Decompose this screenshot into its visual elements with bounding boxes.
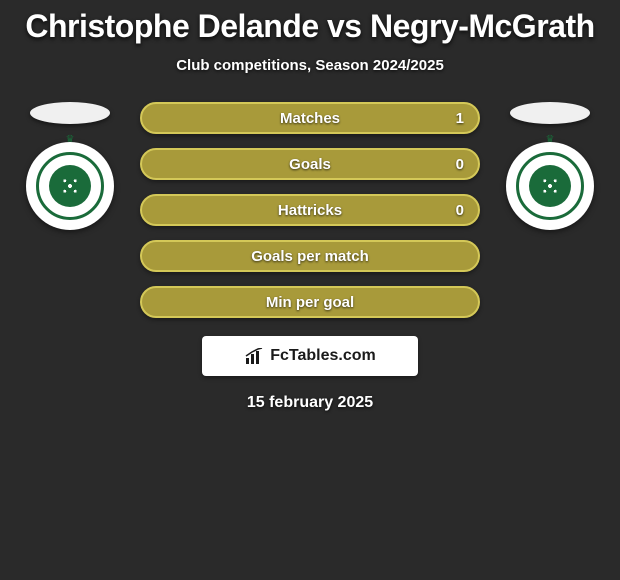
- page-title: Christophe Delande vs Negry-McGrath: [0, 8, 620, 45]
- crown-icon: ♛: [546, 134, 555, 145]
- crown-icon: ♛: [66, 134, 75, 145]
- left-player-col: ♛: [20, 102, 120, 230]
- stat-label: Min per goal: [266, 294, 354, 311]
- brand-text: FcTables.com: [270, 347, 376, 365]
- stat-bar-goals: Goals 0: [140, 148, 480, 180]
- comparison-card: Christophe Delande vs Negry-McGrath Club…: [0, 0, 620, 412]
- club-core-icon: [49, 165, 91, 207]
- stat-bar-hattricks: Hattricks 0: [140, 194, 480, 226]
- right-club-badge: ♛: [506, 142, 594, 230]
- page-subtitle: Club competitions, Season 2024/2025: [0, 57, 620, 74]
- chart-icon: [244, 348, 264, 364]
- stat-label: Hattricks: [278, 202, 342, 219]
- stat-value: 1: [456, 110, 464, 127]
- stat-label: Goals per match: [251, 248, 369, 265]
- left-value-pill: [30, 102, 110, 124]
- stat-label: Goals: [289, 156, 331, 173]
- stat-bar-min-per-goal: Min per goal: [140, 286, 480, 318]
- club-ring: [516, 152, 584, 220]
- stat-value: 0: [456, 202, 464, 219]
- right-value-pill: [510, 102, 590, 124]
- right-player-col: ♛: [500, 102, 600, 230]
- date-label: 15 february 2025: [0, 394, 620, 412]
- club-core-icon: [529, 165, 571, 207]
- stat-label: Matches: [280, 110, 340, 127]
- left-club-badge: ♛: [26, 142, 114, 230]
- stat-value: 0: [456, 156, 464, 173]
- stat-bar-matches: Matches 1: [140, 102, 480, 134]
- stats-column: Matches 1 Goals 0 Hattricks 0 Goals per …: [140, 102, 480, 318]
- stat-bar-goals-per-match: Goals per match: [140, 240, 480, 272]
- brand-badge[interactable]: FcTables.com: [202, 336, 418, 376]
- club-ring: [36, 152, 104, 220]
- content-row: ♛ Matches 1 Goals 0 Hattricks 0 Goals pe…: [0, 102, 620, 318]
